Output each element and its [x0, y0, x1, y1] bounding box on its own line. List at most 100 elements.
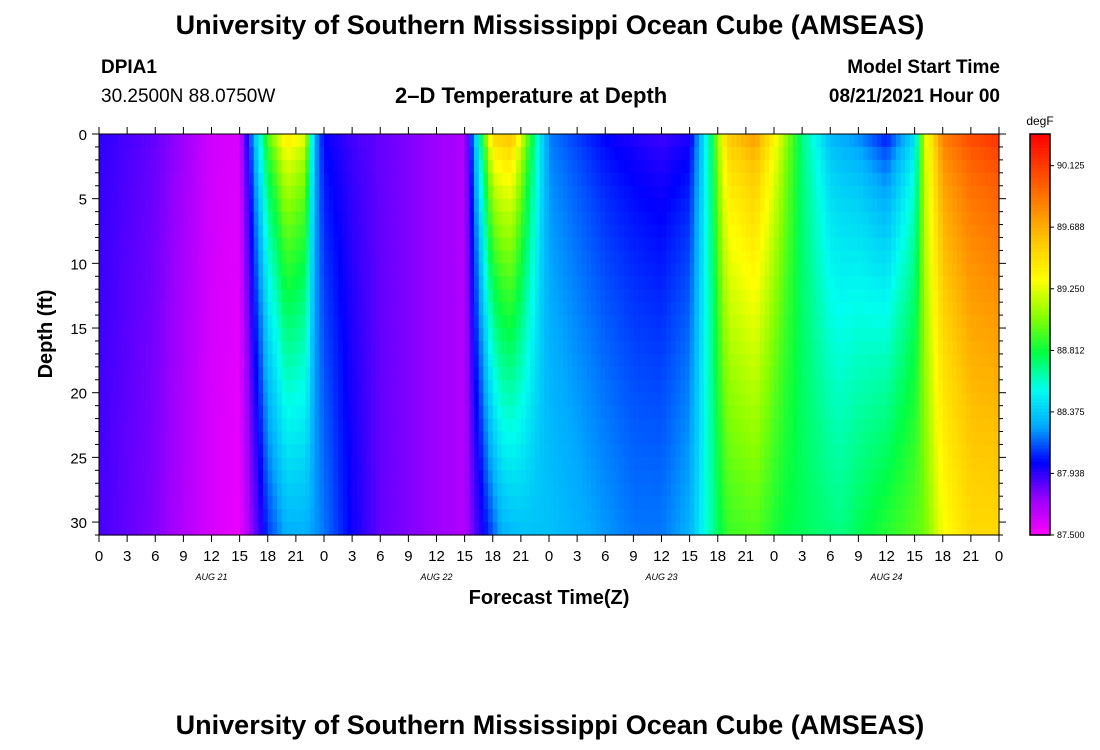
heatmap-cell: [506, 263, 513, 277]
heatmap-cell: [595, 470, 602, 484]
heatmap-cell: [131, 379, 138, 394]
heatmap-cell: [192, 134, 199, 148]
heatmap-cell: [188, 366, 194, 381]
heatmap-cell: [483, 509, 489, 523]
heatmap-cell: [834, 366, 841, 381]
heatmap-cell: [403, 431, 409, 446]
heatmap-cell: [399, 522, 405, 536]
heatmap-cell: [263, 134, 269, 148]
heatmap-cell: [399, 379, 405, 394]
heatmap-cell: [642, 146, 649, 161]
heatmap-cell: [431, 457, 438, 471]
heatmap-cell: [333, 315, 339, 329]
heatmap-cell: [324, 431, 330, 446]
heatmap-cell: [633, 496, 639, 510]
heatmap-cell: [563, 470, 569, 484]
heatmap-cell: [441, 250, 447, 264]
heatmap-cell: [605, 379, 611, 394]
heatmap-cell: [572, 328, 578, 342]
heatmap-cell: [225, 315, 231, 329]
heatmap-cell: [755, 224, 761, 239]
heatmap-cell: [314, 470, 320, 484]
heatmap-cell: [263, 211, 269, 226]
heatmap-cell: [670, 172, 677, 187]
heatmap-cell: [263, 444, 269, 458]
heatmap-cell: [399, 302, 405, 316]
heatmap-cell: [577, 224, 583, 239]
heatmap-cell: [811, 340, 817, 355]
heatmap-cell: [408, 431, 414, 446]
heatmap-cell: [370, 146, 377, 161]
heatmap-cell: [544, 457, 550, 471]
heatmap-cell: [647, 379, 653, 394]
heatmap-cell: [178, 392, 184, 407]
heatmap-cell: [600, 276, 606, 290]
heatmap-cell: [352, 134, 358, 148]
heatmap-cell: [820, 392, 827, 407]
heatmap-cell: [792, 159, 799, 174]
heatmap-cell: [586, 353, 592, 368]
heatmap-cell: [708, 405, 714, 420]
heatmap-cell: [792, 353, 799, 368]
heatmap-cell: [389, 237, 395, 252]
heatmap-cell: [497, 483, 503, 497]
heatmap-cell: [220, 366, 227, 381]
heatmap-cell: [750, 483, 756, 497]
heatmap-cell: [220, 470, 227, 484]
heatmap-cell: [122, 276, 128, 290]
heatmap-cell: [361, 315, 367, 329]
heatmap-cell: [609, 315, 616, 329]
heatmap-cell: [642, 134, 649, 148]
heatmap-cell: [750, 366, 756, 381]
heatmap-cell: [431, 134, 438, 148]
heatmap-cell: [324, 302, 330, 316]
heatmap-cell: [478, 444, 484, 458]
heatmap-cell: [403, 146, 409, 161]
heatmap-cell: [155, 172, 161, 187]
heatmap-cell: [516, 263, 522, 277]
heatmap-cell: [281, 302, 288, 316]
heatmap-cell: [783, 509, 789, 523]
heatmap-cell: [309, 146, 316, 161]
heatmap-cell: [488, 159, 494, 174]
heatmap-cell: [145, 198, 152, 213]
heatmap-cell: [525, 431, 531, 446]
heatmap-cell: [389, 198, 395, 213]
heatmap-cell: [347, 237, 353, 252]
heatmap-cell: [539, 509, 545, 523]
heatmap-cell: [113, 366, 119, 381]
heatmap-cell: [99, 353, 105, 368]
heatmap-cell: [253, 315, 259, 329]
heatmap-cell: [600, 496, 606, 510]
heatmap-cell: [624, 185, 630, 200]
heatmap-cell: [403, 457, 409, 471]
heatmap-cell: [675, 159, 681, 174]
heatmap-cell: [600, 405, 606, 420]
heatmap-cell: [844, 366, 850, 381]
heatmap-cell: [136, 392, 142, 407]
heatmap-cell: [155, 522, 161, 536]
heatmap-cell: [188, 159, 194, 174]
heatmap-cell: [642, 302, 649, 316]
heatmap-cell: [774, 172, 780, 187]
heatmap-cell: [309, 289, 316, 303]
heatmap-cell: [459, 172, 466, 187]
heatmap-cell: [684, 431, 691, 446]
heatmap-cell: [145, 185, 152, 200]
heatmap-cell: [656, 159, 663, 174]
heatmap-cell: [567, 353, 574, 368]
heatmap-cell: [797, 276, 803, 290]
heatmap-cell: [183, 289, 189, 303]
heatmap-cell: [497, 224, 503, 239]
heatmap-cell: [581, 392, 588, 407]
heatmap-cell: [609, 276, 616, 290]
heatmap-cell: [113, 509, 119, 523]
heatmap-cell: [525, 444, 531, 458]
heatmap-cell: [563, 353, 569, 368]
heatmap-cell: [370, 353, 377, 368]
heatmap-cell: [656, 483, 663, 497]
heatmap-cell: [717, 185, 724, 200]
heatmap-cell: [624, 276, 630, 290]
heatmap-cell: [797, 418, 803, 433]
heatmap-cell: [450, 379, 456, 394]
